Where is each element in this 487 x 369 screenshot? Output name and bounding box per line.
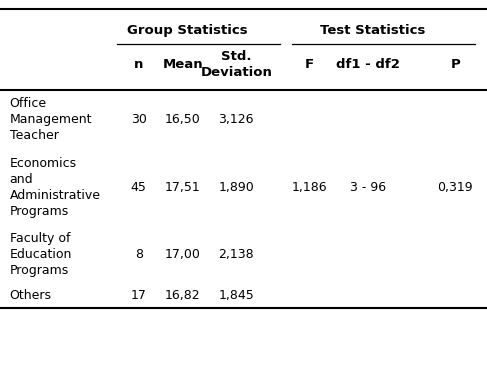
Text: 3,126: 3,126 [219, 113, 254, 126]
Text: 2,138: 2,138 [218, 248, 254, 261]
Text: F: F [305, 58, 314, 71]
Text: 16,82: 16,82 [165, 289, 201, 302]
Text: Others: Others [10, 289, 52, 302]
Text: Mean: Mean [162, 58, 203, 71]
Text: 8: 8 [135, 248, 143, 261]
Text: Std.
Deviation: Std. Deviation [200, 50, 272, 79]
Text: 17,00: 17,00 [165, 248, 201, 261]
Text: 1,845: 1,845 [218, 289, 254, 302]
Text: 1,890: 1,890 [218, 180, 254, 194]
Text: Test Statistics: Test Statistics [320, 24, 425, 37]
Text: Group Statistics: Group Statistics [127, 24, 248, 37]
Text: 45: 45 [131, 180, 147, 194]
Text: 0,319: 0,319 [437, 180, 473, 194]
Text: 17,51: 17,51 [165, 180, 201, 194]
Text: Faculty of
Education
Programs: Faculty of Education Programs [10, 232, 72, 277]
Text: 1,186: 1,186 [291, 180, 327, 194]
Text: Economics
and
Administrative
Programs: Economics and Administrative Programs [10, 156, 101, 218]
Text: 30: 30 [131, 113, 147, 126]
Text: df1 - df2: df1 - df2 [336, 58, 400, 71]
Text: 3 - 96: 3 - 96 [350, 180, 386, 194]
Text: 17: 17 [131, 289, 147, 302]
Text: P: P [450, 58, 460, 71]
Text: n: n [134, 58, 144, 71]
Text: 16,50: 16,50 [165, 113, 201, 126]
Text: Office
Management
Teacher: Office Management Teacher [10, 97, 92, 142]
